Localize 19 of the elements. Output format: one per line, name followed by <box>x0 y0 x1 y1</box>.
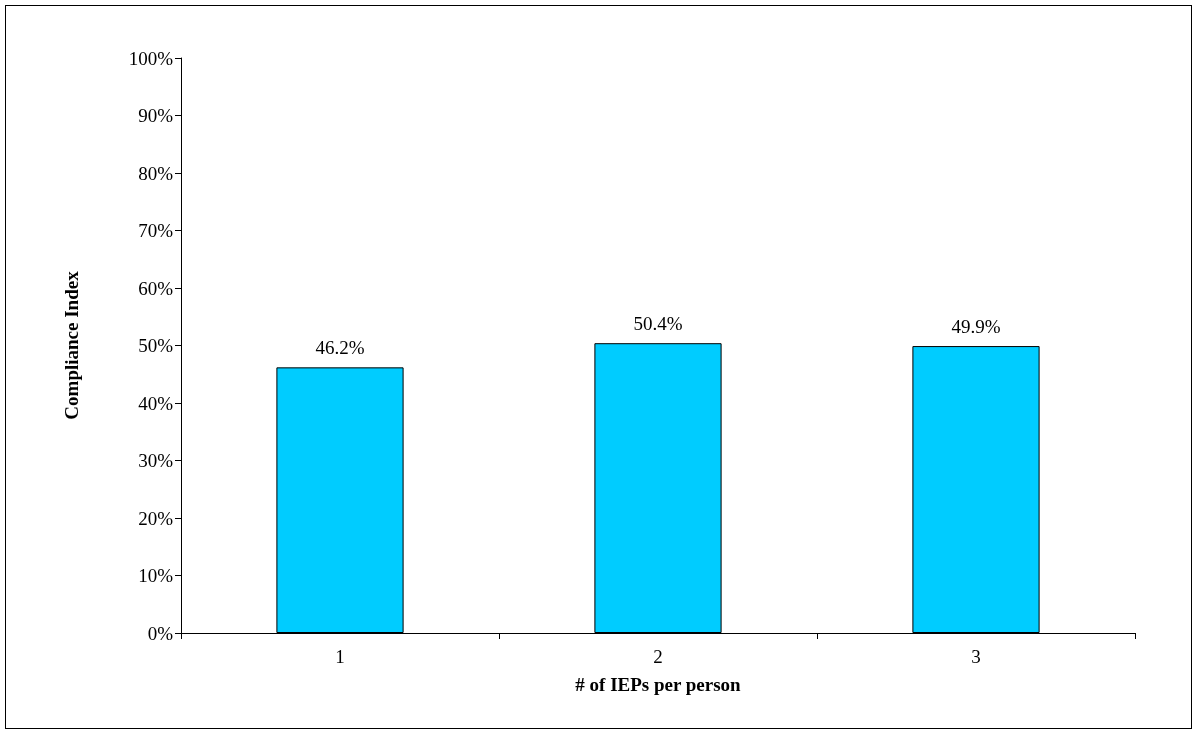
y-tick-label: 80% <box>138 162 174 184</box>
data-label: 50.4% <box>633 313 683 335</box>
y-tick-label: 0% <box>147 622 174 644</box>
y-tick-label: 70% <box>138 220 174 241</box>
x-tick-label: 1 <box>335 646 345 667</box>
y-tick-label: 100% <box>128 47 174 69</box>
y-tick-label: 10% <box>138 565 174 586</box>
data-label: 49.9% <box>951 316 1001 338</box>
x-tick-label: 3 <box>971 646 981 667</box>
y-tick-label: 60% <box>138 277 174 299</box>
y-tick-label: 20% <box>138 507 174 529</box>
x-axis-title: # of IEPs per person <box>575 674 742 695</box>
y-tick-label: 90% <box>138 105 174 126</box>
y-tick-label: 30% <box>138 450 174 471</box>
x-tick-label: 2 <box>653 646 663 667</box>
y-tick-label: 50% <box>138 335 174 356</box>
data-label: 46.2% <box>315 337 365 359</box>
y-tick-label: 40% <box>138 392 174 414</box>
y-axis-title: Compliance Index <box>61 270 82 420</box>
